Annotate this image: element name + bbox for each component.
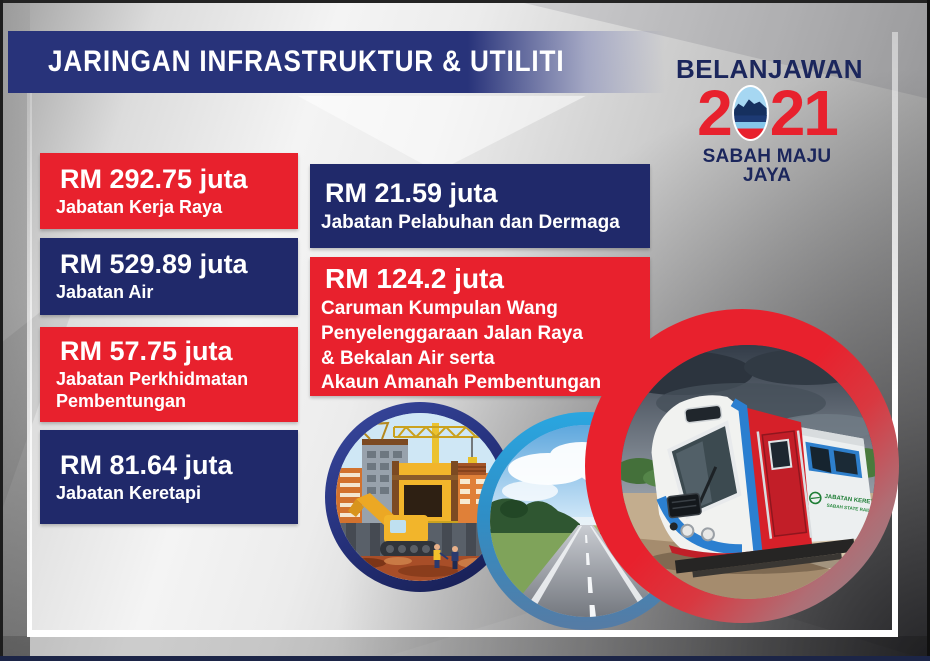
train-body-icon: JABATAN KERETAPI SABAH STATE RAILWAY (651, 395, 875, 578)
allocation-label-line: Penyelenggaraan Jalan Raya (321, 322, 583, 344)
left-shadow-strip (0, 0, 30, 661)
frame-line-right (892, 32, 898, 630)
frame-line-left (27, 32, 32, 630)
poster-border-top (0, 0, 930, 3)
allocation-box-keretapi: RM 81.64 juta Jabatan Keretapi (40, 430, 298, 524)
mount-kinabalu-silhouette-icon (733, 99, 767, 116)
worker-figures-icon (433, 544, 459, 569)
allocation-label-line: & Bekalan Air serta (321, 347, 495, 369)
train-photo: JABATAN KERETAPI SABAH STATE RAILWAY (621, 345, 875, 599)
year-digit: 2 (697, 77, 733, 149)
belanjawan-2021-logo: BELANJAWAN 2 2 1 SABAH MAJU JAYA (676, 54, 864, 186)
allocation-amount: RM 529.89 juta (60, 249, 248, 279)
allocation-amount: RM 81.64 juta (60, 449, 233, 480)
allocation-label: Jabatan Keretapi (56, 482, 202, 503)
allocation-label-line: Akaun Amanah Pembentungan (321, 372, 602, 394)
allocation-label: Jabatan Perkhidmatan Pembentungan (56, 369, 249, 412)
train-photo-svg: JABATAN KERETAPI SABAH STATE RAILWAY (621, 345, 875, 599)
logo-name: BELANJAWAN (676, 54, 864, 84)
allocation-label: Jabatan Pelabuhan dan Dermaga (321, 211, 620, 233)
allocation-box-pembentungan: RM 57.75 juta Jabatan Perkhidmatan Pembe… (40, 327, 298, 422)
allocation-amount: RM 21.59 juta (325, 177, 498, 208)
allocation-label: Jabatan Kerja Raya (56, 196, 223, 217)
train-side-text-line2: SABAH STATE RAILWAY (826, 503, 875, 515)
header-bar: JARINGAN INFRASTRUKTUR & UTILITI (8, 31, 665, 93)
allocation-label-multiline: Caruman Kumpulan Wang Penyelenggaraan Ja… (321, 297, 650, 396)
page-title: JARINGAN INFRASTRUKTUR & UTILITI (48, 45, 565, 78)
logo-tagline: SABAH MAJU JAYA (702, 145, 832, 186)
allocation-box-caruman-kumpulan-wang: RM 124.2 juta Caruman Kumpulan Wang Peny… (310, 257, 650, 396)
allocation-label: Jabatan Air (56, 282, 154, 303)
train-circle-ring: JABATAN KERETAPI SABAH STATE RAILWAY (585, 309, 899, 623)
allocation-amount: RM 57.75 juta (60, 336, 233, 367)
year-digit: 1 (803, 77, 839, 149)
allocation-amount: RM 292.75 juta (60, 163, 248, 194)
frame-line-bottom (27, 630, 898, 637)
allocation-box-air: RM 529.89 juta Jabatan Air (40, 238, 298, 315)
sabah-flag-emblem-icon (731, 85, 769, 142)
logo-year-2021: 2 2 1 (676, 77, 858, 149)
poster-border-right (927, 0, 930, 661)
excavator-icon (348, 493, 438, 557)
allocation-label-line: Caruman Kumpulan Wang (321, 298, 558, 320)
poster-border-left (0, 0, 3, 661)
poster-border-bottom (0, 656, 930, 661)
allocation-box-pelabuhan: RM 21.59 juta Jabatan Pelabuhan dan Derm… (310, 164, 650, 248)
tower-crane-icon (393, 423, 487, 471)
allocation-amount: RM 124.2 juta (325, 263, 504, 294)
allocation-box-kerja-raya: RM 292.75 juta Jabatan Kerja Raya (40, 153, 298, 229)
year-digit: 2 (769, 77, 806, 149)
